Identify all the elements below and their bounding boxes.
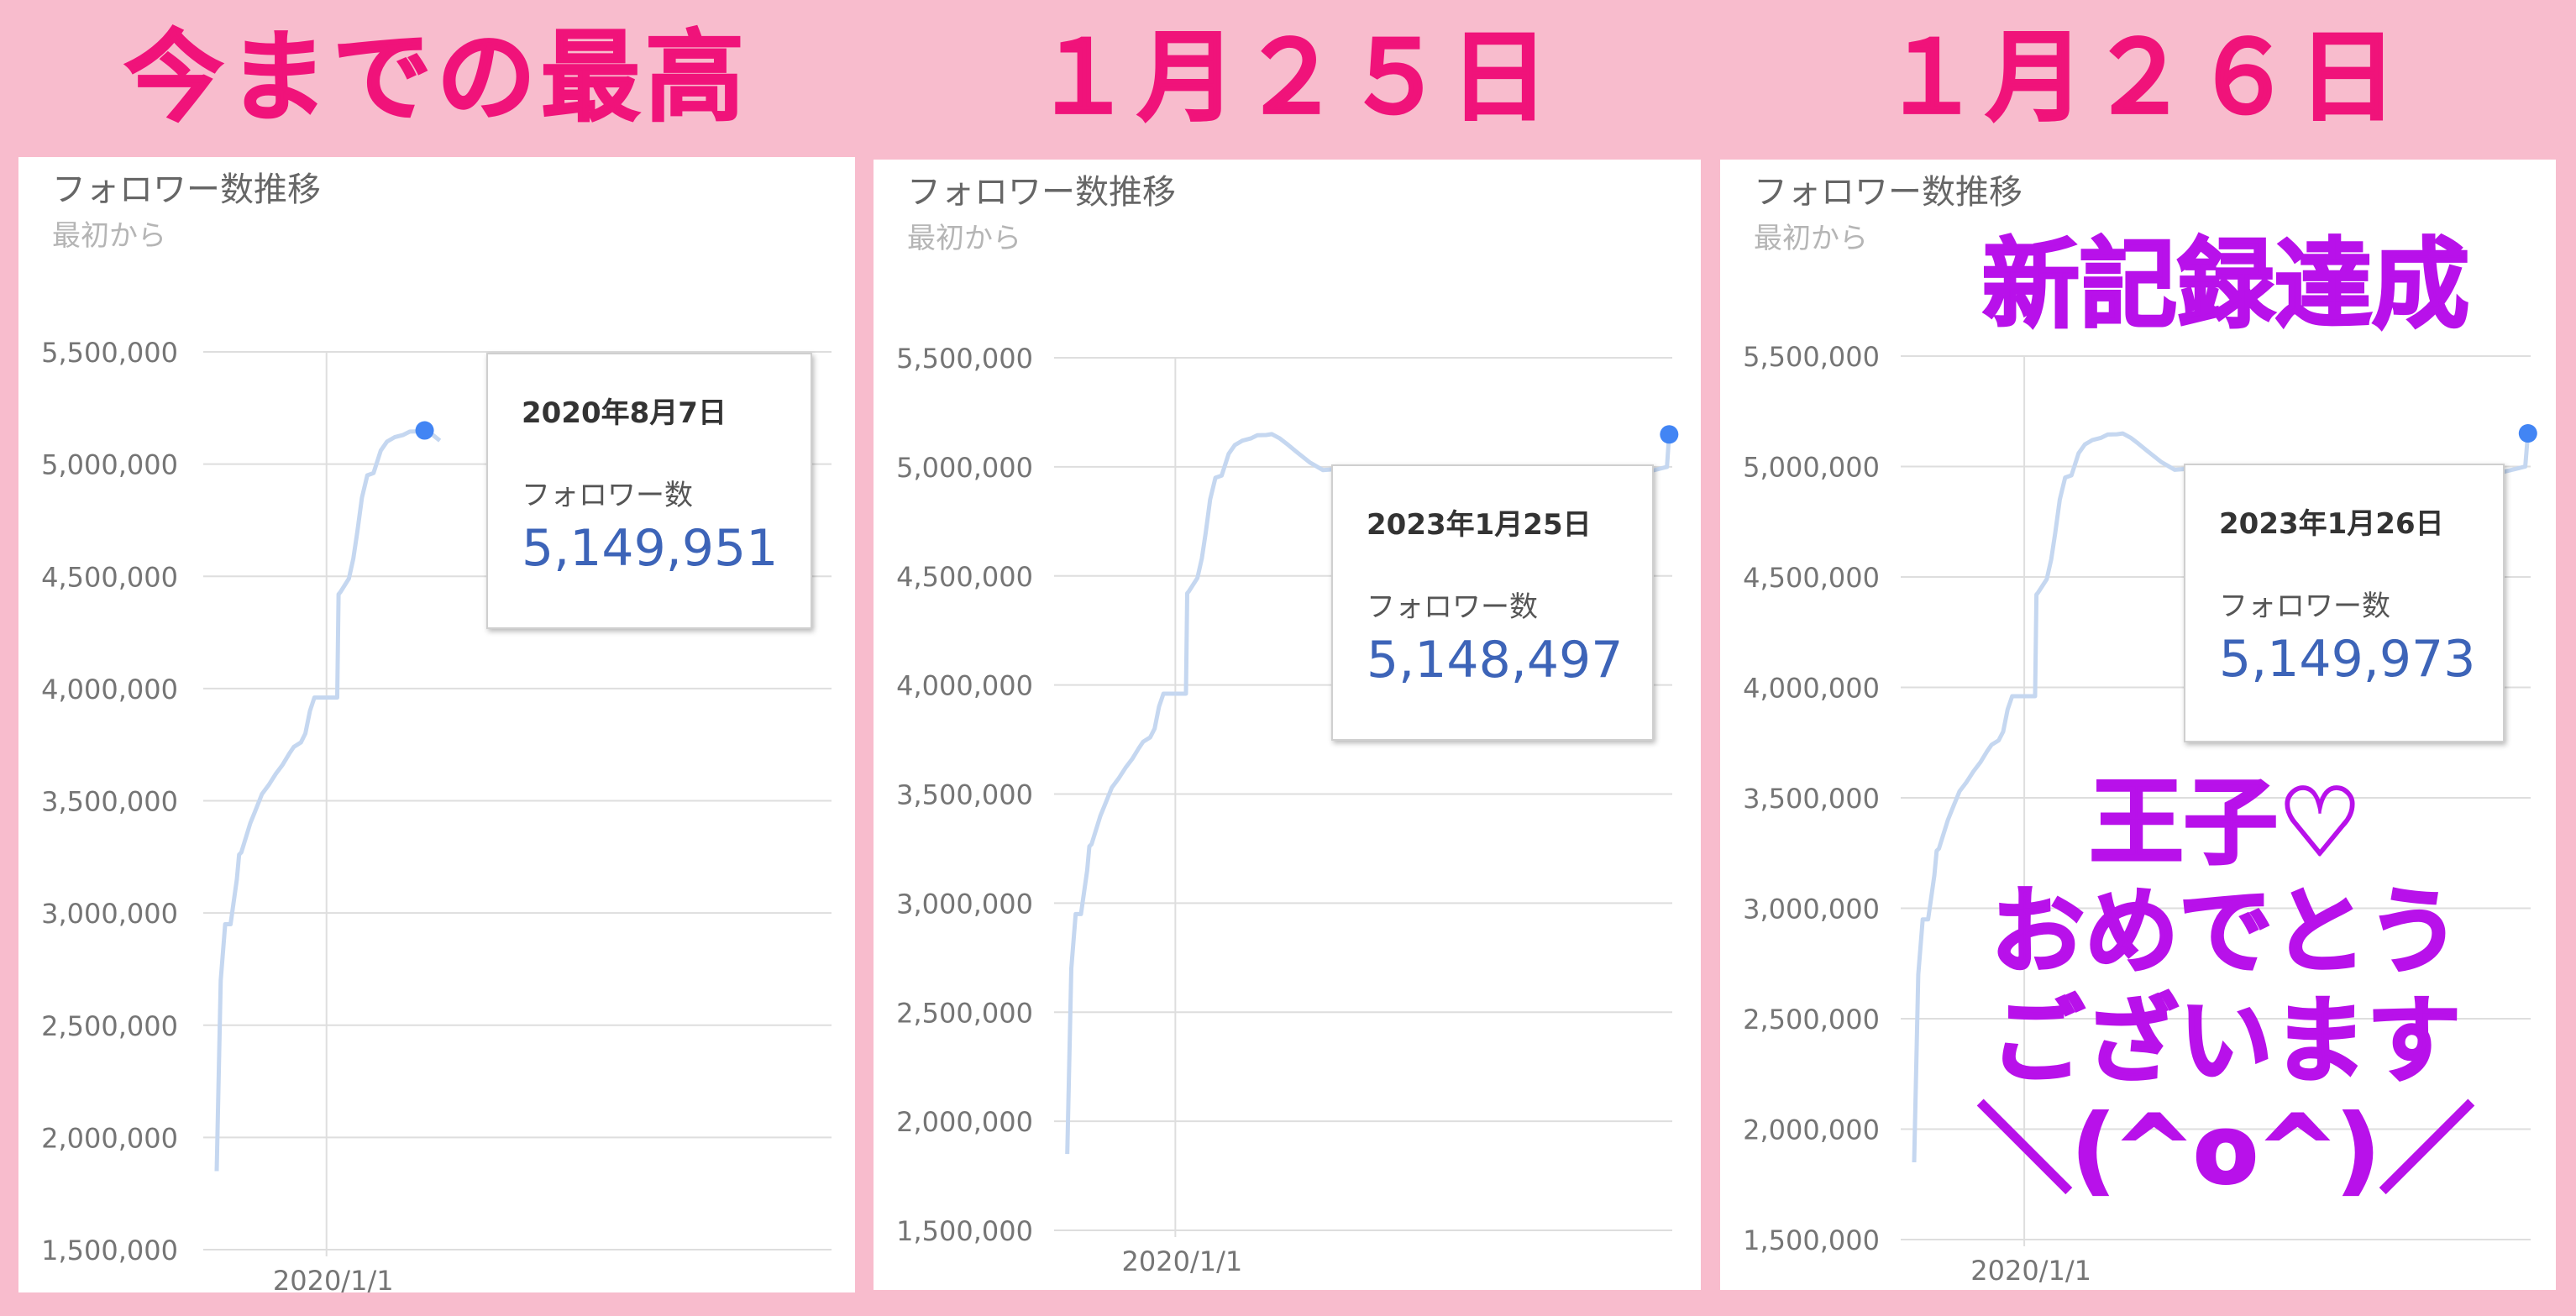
congrats-line-3: ございます [1990, 986, 2463, 1098]
new-record-text: 新記録達成 [1981, 228, 2471, 343]
header-all-time-best: 今までの最高 [123, 18, 749, 136]
y-tick-label: 2,000,000 [41, 1122, 178, 1154]
x-tick-label: 2020/1/1 [273, 1265, 394, 1297]
series-line [1065, 432, 1671, 1155]
y-tick-label: 5,000,000 [41, 449, 178, 481]
congrats-line-1: 王子♡ [2088, 768, 2363, 879]
panel-subtitle: 最初から [907, 222, 1021, 255]
tooltip-value: 5,148,497 [1367, 631, 1624, 689]
y-tick-label: 5,500,000 [896, 343, 1033, 375]
y-tick-label: 5,000,000 [896, 452, 1033, 484]
line-chart: 1,500,000 2,000,000 2,500,000 3,000,000 3,50… [896, 343, 1679, 1277]
y-tick-label: 3,500,000 [896, 779, 1033, 811]
tooltip-date: 2023年1月26日 [2219, 507, 2444, 541]
y-tick-label: 1,500,000 [896, 1215, 1033, 1247]
y-tick-label: 2,500,000 [1743, 1004, 1880, 1035]
y-tick-label: 3,500,000 [41, 786, 178, 818]
tooltip-value: 5,149,973 [2219, 630, 2476, 689]
y-tick-label: 2,000,000 [1743, 1114, 1880, 1146]
tooltip-label: フォロワー数 [1367, 590, 1538, 624]
panel-title: フォロワー数推移 [1754, 173, 2023, 212]
panel-title: フォロワー数推移 [52, 170, 321, 209]
series-line [214, 428, 442, 1172]
x-tick-label: 2020/1/1 [1970, 1255, 2091, 1287]
header-jan-25: １月２５日 [1032, 18, 1554, 136]
y-tick-label: 3,000,000 [41, 898, 178, 930]
tooltip-value: 5,149,951 [522, 519, 779, 578]
chart-tooltip: 2023年1月26日 フォロワー数 5,149,973 [2184, 464, 2505, 742]
chart-panel-3: フォロワー数推移 最初から 1,500,000 2,000,000 2,500,00… [1720, 160, 2556, 1290]
header-jan-26: １月２６日 [1881, 18, 2402, 136]
panel-subtitle: 最初から [52, 219, 166, 253]
congrats-line-4: ＼(^o^)／ [1976, 1095, 2475, 1207]
highlight-point[interactable] [2518, 424, 2537, 443]
congrats-line-2: おめでとう [1990, 877, 2463, 988]
y-tick-label: 5,500,000 [1743, 341, 1880, 373]
y-tick-label: 4,500,000 [896, 561, 1033, 593]
y-tick-label: 1,500,000 [41, 1235, 178, 1266]
y-tick-label: 5,000,000 [1743, 452, 1880, 484]
y-tick-label: 1,500,000 [1743, 1224, 1880, 1256]
y-tick-label: 2,500,000 [41, 1010, 178, 1042]
y-tick-label: 3,000,000 [896, 888, 1033, 920]
y-tick-label: 3,000,000 [1743, 894, 1880, 925]
y-tick-label: 4,500,000 [41, 561, 178, 593]
y-tick-label: 3,500,000 [1743, 783, 1880, 815]
y-tick-label: 4,500,000 [1743, 562, 1880, 594]
x-tick-label: 2020/1/1 [1122, 1245, 1243, 1277]
y-tick-label: 4,000,000 [1743, 673, 1880, 705]
y-tick-label: 2,500,000 [896, 997, 1033, 1029]
y-tick-label: 4,000,000 [41, 674, 178, 705]
line-chart: 1,500,000 2,000,000 2,500,000 3,000,000 3,50… [41, 337, 832, 1297]
y-tick-label: 5,500,000 [41, 337, 178, 369]
panel-title: フォロワー数推移 [907, 173, 1176, 212]
chart-tooltip: 2020年8月7日 フォロワー数 5,149,951 [486, 353, 812, 629]
series-line [1912, 431, 2531, 1163]
tooltip-label: フォロワー数 [522, 479, 693, 512]
tooltip-date: 2023年1月25日 [1367, 508, 1592, 542]
tooltip-label: フォロワー数 [2219, 590, 2390, 623]
y-tick-label: 4,000,000 [896, 670, 1033, 702]
tooltip-date: 2020年8月7日 [522, 396, 727, 430]
highlight-point[interactable] [1660, 425, 1679, 444]
panel-subtitle: 最初から [1754, 222, 1868, 255]
chart-panel-1: フォロワー数推移 最初から 1,500,000 2,000,000 2,500,00… [18, 157, 855, 1297]
chart-panel-2: フォロワー数推移 最初から 1,500,000 2,000,000 2,500,00… [874, 160, 1701, 1290]
highlight-point[interactable] [415, 421, 434, 440]
chart-tooltip: 2023年1月25日 フォロワー数 5,148,497 [1331, 464, 1654, 741]
y-tick-label: 2,000,000 [896, 1106, 1033, 1138]
